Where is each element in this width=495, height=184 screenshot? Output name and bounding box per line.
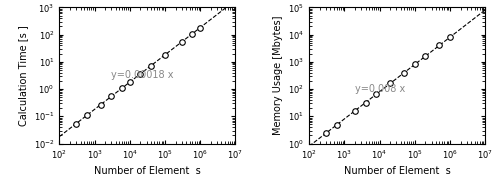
Text: y=0.00018 x: y=0.00018 x — [111, 70, 174, 80]
Text: y=0.008 x: y=0.008 x — [355, 84, 405, 94]
X-axis label: Number of Element  s: Number of Element s — [94, 166, 201, 176]
Y-axis label: Calculation Time [s ]: Calculation Time [s ] — [18, 25, 28, 126]
Y-axis label: Memory Usage [Mbytes]: Memory Usage [Mbytes] — [273, 16, 283, 135]
X-axis label: Number of Element  s: Number of Element s — [344, 166, 450, 176]
